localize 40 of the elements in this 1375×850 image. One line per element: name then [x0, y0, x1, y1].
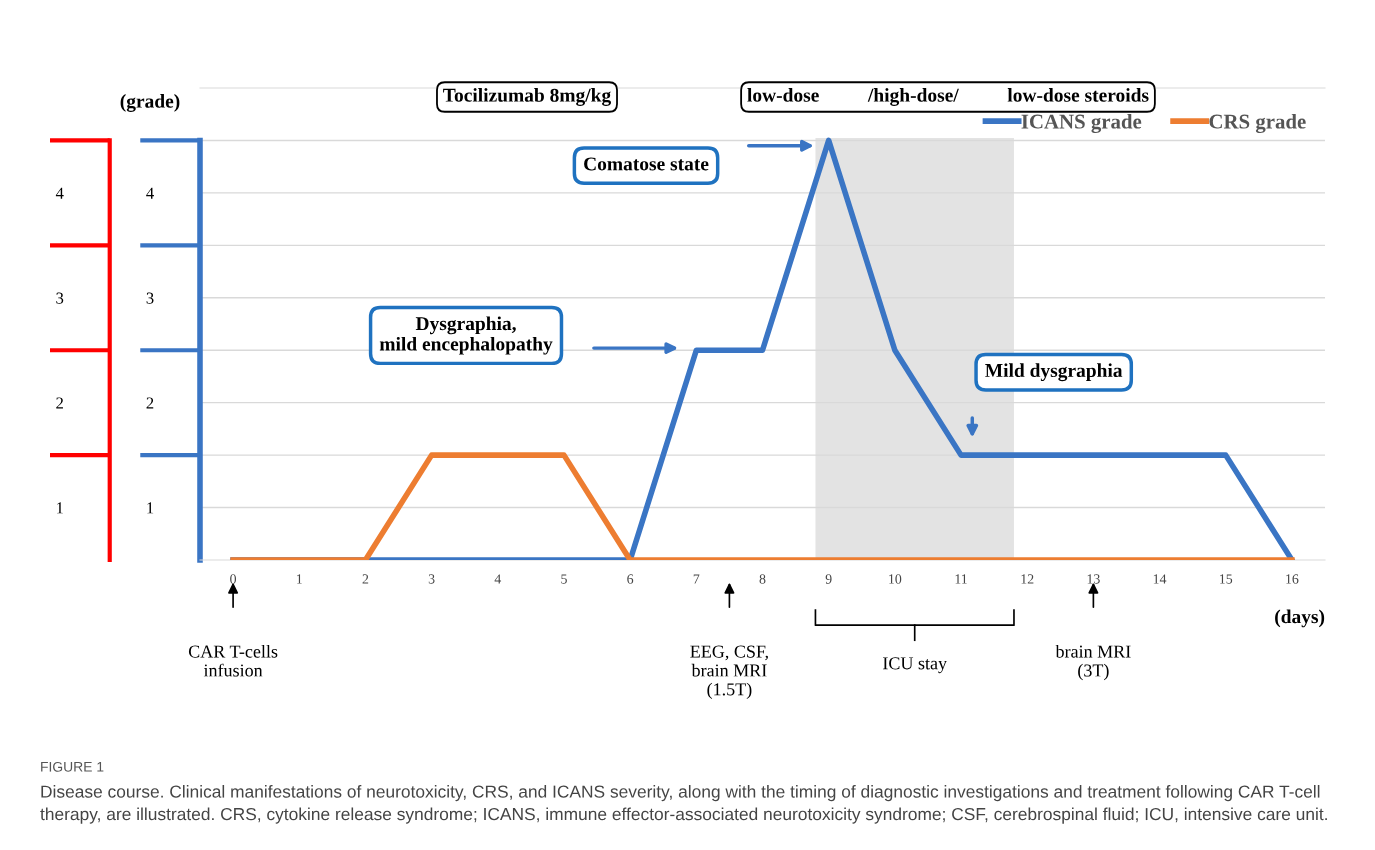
x-tick-label: 16 [1286, 574, 1299, 584]
y2-tick-label: 1 [147, 502, 154, 514]
y-tick-label: 3 [56, 292, 64, 304]
text: CAR T-cells infusion [188, 644, 278, 677]
x-tick-label: 10 [889, 574, 902, 584]
y2-tick-label: 4 [146, 187, 154, 199]
y-tick-label: 2 [56, 397, 63, 409]
legend-label: ICANS grade [1021, 113, 1142, 134]
annotation: Mild dysgraphia [985, 363, 1123, 382]
legend-label: CRS grade [1209, 113, 1306, 134]
x-tick-label: 6 [627, 574, 634, 584]
y2-axis-title: (grade) [120, 94, 180, 112]
x-tick-label: 7 [693, 574, 700, 584]
x-tick-label: 8 [759, 574, 766, 584]
annotation: low-dose /high-dose/ low-dose steroids [747, 88, 1149, 106]
x-tick-label: 1 [297, 574, 302, 584]
x-tick-label: 0 [230, 574, 237, 584]
text: Disease course. Clinical manifestations of neurotoxicity, CRS, and ICANS severity, along with the timing of diagnostic investigations and treatment following CAR T-cell therapy, are illustrated. CRS, cytokine release syndrome; ICANS, immune effector-associated neurotoxicity syndrome; CSF, cerebrospinal fluid; ICU, intensive care unit. [40, 785, 1327, 824]
y2-tick-label: 2 [146, 397, 154, 409]
x-tick-label: 15 [1220, 574, 1233, 584]
annotation: Dysgraphia, mild encephalopathy [379, 316, 553, 355]
x-tick-label: 14 [1153, 574, 1167, 584]
x-tick-label: 13 [1087, 574, 1100, 584]
x-tick-label: 11 [955, 574, 967, 584]
text: EEG, CSF, brain MRI (1.5T) [690, 645, 768, 700]
text: brain MRI (3T) [1055, 644, 1131, 681]
x-axis-title: (days) [1275, 609, 1325, 628]
x-tick-label: 2 [362, 574, 369, 584]
x-tick-label: 9 [825, 574, 832, 584]
y-tick-label: 4 [55, 187, 64, 199]
x-tick-label: 5 [561, 574, 567, 584]
x-tick-label: 4 [494, 574, 502, 584]
text: ICU stay [883, 657, 947, 674]
annotation: Tocilizumab 8mg/kg [443, 88, 611, 106]
x-tick-label: 12 [1021, 574, 1034, 584]
caption: FIGURE 1 [41, 761, 104, 772]
y2-tick-label: 3 [146, 292, 154, 304]
y-tick-label: 1 [57, 502, 63, 514]
annotation: Comatose state [584, 157, 709, 171]
x-tick-label: 3 [428, 574, 435, 584]
